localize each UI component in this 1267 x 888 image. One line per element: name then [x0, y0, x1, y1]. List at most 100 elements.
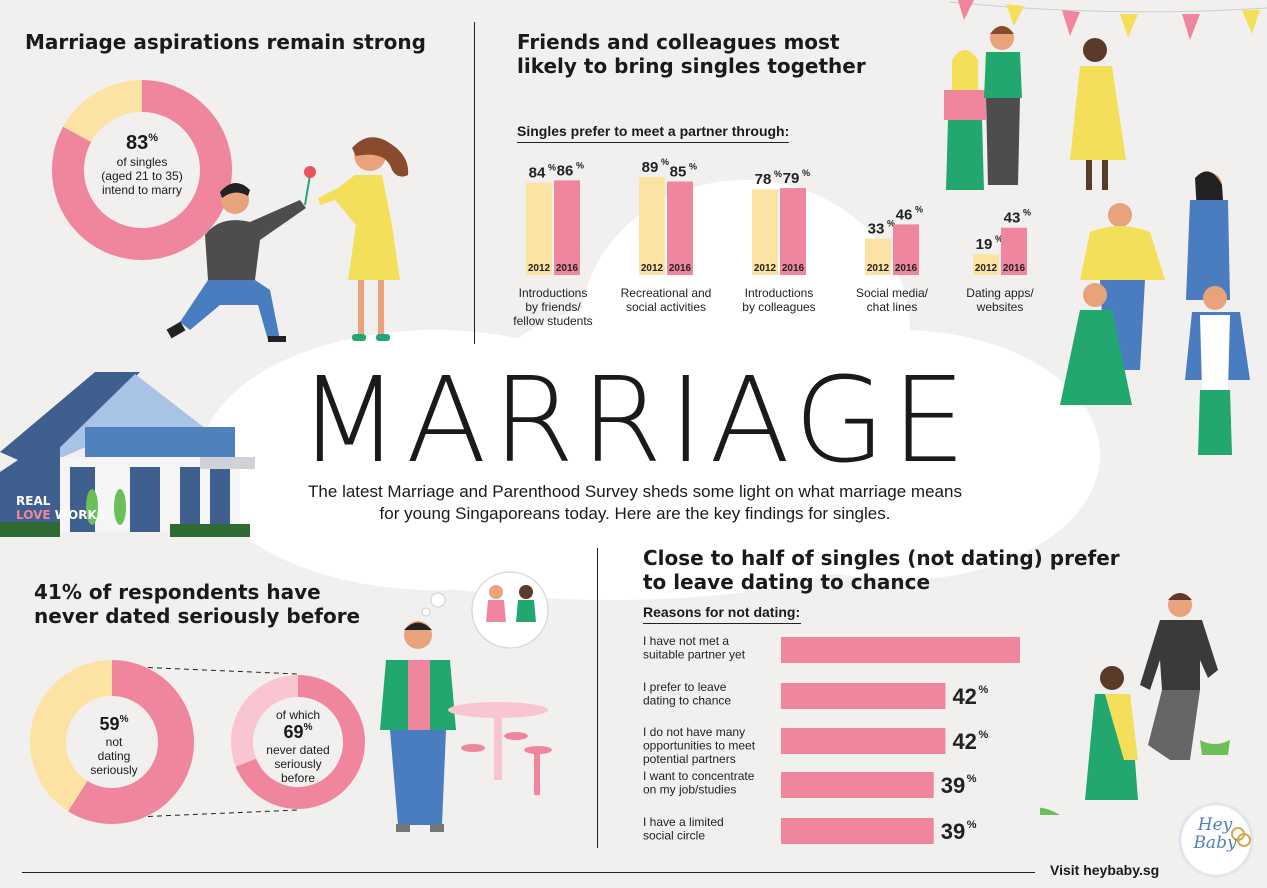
reason-label: I do not have many — [643, 725, 745, 739]
donut-chart-83 — [52, 80, 232, 260]
donut1-caption1: of singles — [116, 155, 168, 169]
bar-2012-0 — [526, 182, 552, 275]
bar-2016-1 — [667, 181, 693, 275]
bar-2012-3 — [865, 238, 891, 275]
reason-value-label: 39 — [941, 773, 965, 798]
section4-title-line1: Close to half of singles (not dating) pr… — [643, 546, 1120, 570]
section3-title: 41% of respondents have never dated seri… — [34, 580, 360, 628]
reason-label: I prefer to leave — [643, 680, 727, 694]
thinking-man-illustration — [380, 571, 552, 832]
section3-title-line2: never dated seriously before — [34, 604, 361, 628]
donut1-slice-intend — [52, 80, 232, 260]
logo-works: WORKS — [54, 508, 106, 522]
bar-pct-sign: % — [689, 162, 697, 172]
real-love-works-logo: REAL LOVE WORKS — [16, 494, 105, 522]
bar-category-label: Introductions — [745, 286, 814, 300]
bar-2012-4 — [973, 254, 999, 275]
hey-baby-logo-text: Hey Baby — [1186, 816, 1244, 852]
bar-category-label: fellow students — [513, 314, 592, 328]
donut1-label: 83% of singles (aged 21 to 35) intend to… — [80, 132, 204, 197]
reason-label: social circle — [643, 829, 705, 843]
section3-title-line1: 41% of respondents have — [34, 580, 321, 604]
bar-value-label: 43 — [1004, 210, 1021, 227]
divider-bottom — [597, 548, 598, 848]
bar-category-label: by friends/ — [525, 300, 581, 314]
bar-year-label: 2016 — [556, 263, 579, 274]
logo-real: REAL — [16, 494, 51, 508]
donut1-pct-sign: % — [148, 132, 159, 144]
donut2-slice-other — [30, 660, 113, 812]
logo-baby: Baby — [1193, 833, 1237, 853]
bar-category-label: websites — [976, 300, 1024, 314]
bar-pct-sign: % — [802, 168, 810, 178]
bar-pct-sign: % — [995, 234, 1003, 244]
bar-pct-sign: % — [887, 219, 895, 229]
donut3-caption3: before — [280, 771, 316, 785]
bar-year-label: 2012 — [641, 263, 664, 274]
donut3-caption1: never dated — [266, 743, 330, 757]
bunting-decoration — [950, 0, 1267, 40]
reason-value-label: 42 — [952, 729, 976, 754]
bar-year-label: 2016 — [782, 263, 805, 274]
bar-value-label: 89 — [642, 159, 659, 176]
donut3-pct-sign: % — [303, 722, 313, 733]
donut3-slice-never-dated — [235, 675, 365, 809]
reason-label: dating to chance — [643, 694, 731, 708]
bar-year-label: 2016 — [1003, 263, 1026, 274]
bar-year-label: 2016 — [895, 263, 918, 274]
donut2-caption1: not — [105, 735, 123, 749]
bar-pct-sign: % — [915, 204, 923, 214]
bar-2016-4 — [1001, 227, 1027, 275]
bar-2016-3 — [893, 224, 919, 275]
proposal-couple-illustration — [166, 137, 409, 342]
bar-year-label: 2012 — [975, 263, 998, 274]
bar-value-label: 19 — [976, 236, 993, 253]
bar-2012-1 — [639, 177, 665, 275]
donut3-caption2: seriously — [274, 757, 322, 771]
donut3-value: 69 — [283, 722, 304, 742]
intro-text: The latest Marriage and Parenthood Surve… — [230, 481, 1040, 525]
logo-hey: Hey — [1197, 815, 1233, 835]
bar-2016-2 — [780, 188, 806, 275]
bar-value-label: 33 — [868, 221, 885, 238]
bar-category-label: Recreational and — [621, 286, 712, 300]
reason-bar-4 — [781, 818, 934, 844]
donut1-slice-other — [63, 80, 143, 143]
section2-title-line1: Friends and colleagues most — [517, 30, 840, 54]
reason-bar-3 — [781, 772, 934, 798]
section4-subtitle: Reasons for not dating: — [643, 604, 801, 624]
reason-value-label: 42 — [952, 684, 976, 709]
reason-label: suitable partner yet — [643, 648, 746, 662]
donut2-slice-not-dating — [68, 660, 194, 824]
dating-donut-charts — [30, 660, 365, 824]
donut2-label: 59% not dating seriously — [84, 714, 144, 777]
donut1-caption2: (aged 21 to 35) — [101, 169, 183, 183]
bar-year-label: 2016 — [669, 263, 692, 274]
bar-pct-sign: % — [548, 163, 556, 173]
section2-subtitle: Singles prefer to meet a partner through… — [517, 123, 790, 143]
bar-category-label: Introductions — [519, 286, 588, 300]
donut1-value: 83 — [125, 132, 149, 154]
reason-label: I want to concentrate — [643, 769, 755, 783]
bar-pct-sign: % — [1023, 208, 1031, 218]
bar-category-label: chat lines — [867, 300, 918, 314]
donut1-caption3: intend to marry — [101, 183, 183, 197]
footer-line — [22, 872, 1035, 873]
friends-group-illustration — [944, 26, 1126, 190]
section4-title: Close to half of singles (not dating) pr… — [643, 546, 1120, 594]
bar-value-label: 84 — [529, 165, 546, 182]
reason-bar-2 — [781, 728, 946, 754]
bar-pct-sign: % — [774, 169, 782, 179]
donut3-top: of which — [275, 708, 321, 722]
visit-link[interactable]: Visit heybaby.sg — [1050, 862, 1160, 878]
bar-category-label: Social media/ — [856, 286, 929, 300]
bar-value-label: 86 — [557, 162, 574, 179]
reason-label: on my job/studies — [643, 783, 736, 797]
intro-line2: for young Singaporeans today. Here are t… — [379, 504, 891, 523]
hey-baby-logo — [1178, 802, 1254, 878]
bar-year-label: 2012 — [754, 263, 777, 274]
bar-value-label: 85 — [670, 164, 687, 181]
bar-category-label: by colleagues — [742, 300, 815, 314]
